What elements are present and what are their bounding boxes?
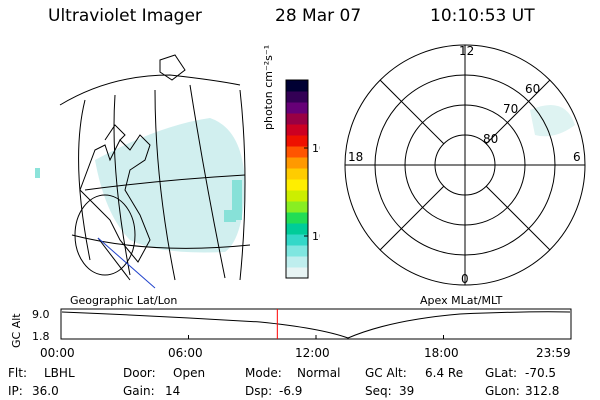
altitude-x-tick-label: 23:59 xyxy=(536,346,571,360)
date-label: 28 Mar 07 xyxy=(275,6,362,26)
colorbar-segment xyxy=(286,113,308,125)
colorbar-segment xyxy=(286,245,308,257)
status-key: GC Alt: xyxy=(365,366,407,380)
colorbar-segment xyxy=(286,234,308,246)
colorbar-segment xyxy=(286,190,308,202)
coastline xyxy=(79,54,186,263)
altitude-x-tick-label: 18:00 xyxy=(424,346,459,360)
colorbar-segment xyxy=(286,80,308,92)
colorbar-frame xyxy=(285,79,309,279)
polar-mlt-label: 12 xyxy=(459,44,474,58)
colorbar-segment xyxy=(286,124,308,136)
colorbar: 100 10 xyxy=(285,79,320,279)
colorbar-segment xyxy=(286,102,308,114)
polar-diagonal xyxy=(379,185,445,251)
bright-emission xyxy=(35,168,242,222)
polar-diagonal xyxy=(379,79,445,145)
status-value: Normal xyxy=(297,366,341,380)
instrument-title: Ultraviolet Imager xyxy=(48,6,202,26)
status-key: IP: xyxy=(8,384,23,398)
colorbar-tick-label: 100 xyxy=(312,142,320,155)
polar-mlt-label: 18 xyxy=(348,150,363,164)
polar-mlt-label: 0 xyxy=(461,272,469,286)
graticule xyxy=(59,74,250,281)
alt-ytick-top: 9.0 xyxy=(32,308,50,321)
polar-lat-label: 80 xyxy=(483,132,498,146)
status-key: Gain: xyxy=(123,384,155,398)
polar-emission xyxy=(530,105,575,137)
polar-diagonal xyxy=(485,185,551,251)
polar-lat-label: 70 xyxy=(503,102,518,116)
altitude-frame xyxy=(60,308,572,340)
colorbar-segment xyxy=(286,179,308,191)
colorbar-segment xyxy=(286,267,308,279)
alt-ytick-bottom: 1.8 xyxy=(32,330,50,343)
status-value: Open xyxy=(173,366,206,380)
colorbar-segment xyxy=(286,146,308,158)
altitude-plot xyxy=(60,308,572,340)
track-line xyxy=(97,237,156,289)
status-key: Seq: xyxy=(365,384,392,398)
altitude-x-tick-label: 06:00 xyxy=(168,346,203,360)
polar-plot: 12 0 18 6 60 70 80 xyxy=(344,44,586,286)
auroral-emission xyxy=(95,118,245,253)
colorbar-segment xyxy=(286,91,308,103)
status-value: 36.0 xyxy=(32,384,59,398)
status-key: Mode: xyxy=(245,366,282,380)
apex-map-label: Apex MLat/MLT xyxy=(420,294,503,307)
status-value: 14 xyxy=(165,384,181,398)
sat-footprint xyxy=(74,194,136,281)
status-value: -6.9 xyxy=(279,384,303,398)
status-value: 312.8 xyxy=(525,384,560,398)
altitude-curve xyxy=(61,311,571,339)
status-key: Dsp: xyxy=(245,384,273,398)
status-value: 39 xyxy=(399,384,415,398)
geographic-map xyxy=(35,54,250,289)
time-label: 10:10:53 UT xyxy=(430,6,535,26)
colorbar-tick-label: 10 xyxy=(312,230,320,243)
colorbar-segment xyxy=(286,168,308,180)
colorbar-segment xyxy=(286,201,308,213)
altitude-x-tick-label: 12:00 xyxy=(295,346,330,360)
colorbar-segment xyxy=(286,157,308,169)
colorbar-segment xyxy=(286,212,308,224)
altitude-x-tick-label: 00:00 xyxy=(40,346,75,360)
colorbar-segment xyxy=(286,256,308,268)
colorbar-unit-label: photon cm⁻²s⁻¹ xyxy=(262,44,275,130)
status-key: GLon: xyxy=(485,384,520,398)
status-value: 6.4 Re xyxy=(425,366,464,380)
polar-lat-label: 60 xyxy=(525,82,540,96)
status-key: Flt: xyxy=(8,366,27,380)
colorbar-segment xyxy=(286,223,308,235)
polar-mlt-label: 6 xyxy=(573,150,581,164)
status-value: LBHL xyxy=(44,366,75,380)
status-value: -70.5 xyxy=(525,366,557,380)
alt-axis-label: GC Alt xyxy=(10,313,23,348)
status-key: Door: xyxy=(123,366,156,380)
geo-map-label: Geographic Lat/Lon xyxy=(70,294,178,307)
colorbar-segment xyxy=(286,135,308,147)
polar-diagonal xyxy=(485,79,551,145)
status-key: GLat: xyxy=(485,366,518,380)
